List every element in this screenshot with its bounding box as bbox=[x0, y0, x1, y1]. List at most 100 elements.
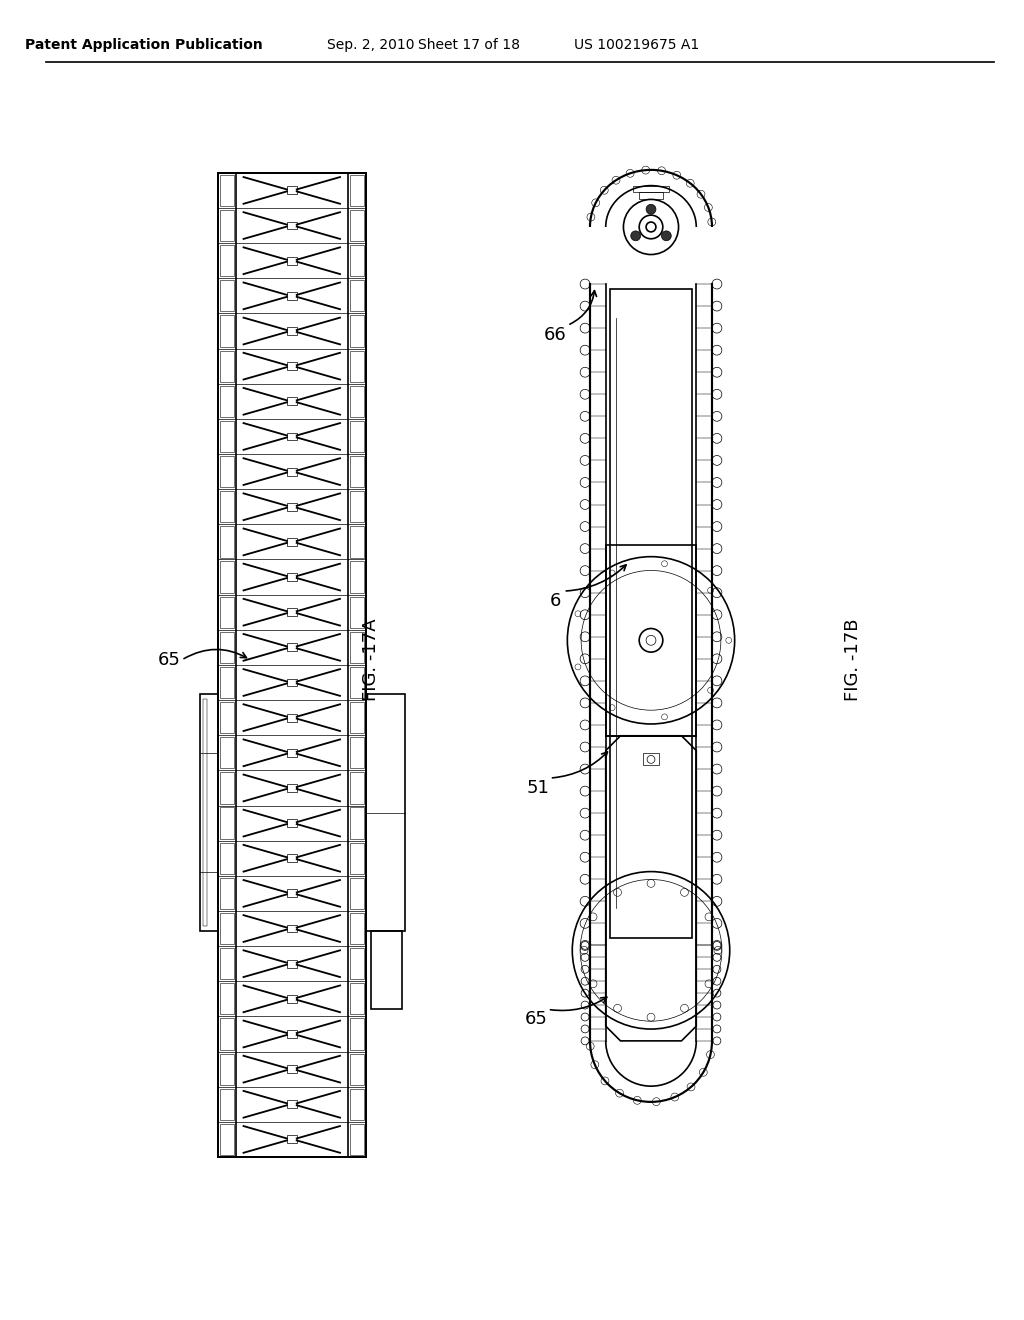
Bar bbox=[366, 694, 404, 931]
Bar bbox=[220, 351, 233, 381]
Bar bbox=[350, 280, 364, 312]
Bar bbox=[350, 667, 364, 698]
Bar bbox=[287, 1030, 297, 1038]
Bar bbox=[220, 597, 233, 628]
Text: FIG. -17A: FIG. -17A bbox=[361, 619, 380, 701]
Text: 6: 6 bbox=[550, 591, 561, 610]
Bar bbox=[220, 1123, 233, 1155]
Circle shape bbox=[646, 205, 656, 214]
Text: 65: 65 bbox=[524, 1010, 547, 1028]
Bar bbox=[350, 1123, 364, 1155]
Bar bbox=[350, 842, 364, 874]
Bar bbox=[371, 931, 402, 1010]
Bar bbox=[203, 700, 207, 925]
Bar bbox=[350, 385, 364, 417]
Bar bbox=[220, 667, 233, 698]
Bar bbox=[287, 609, 297, 616]
Bar bbox=[350, 772, 364, 804]
Bar bbox=[287, 573, 297, 581]
Bar bbox=[350, 737, 364, 768]
Bar bbox=[220, 1053, 233, 1085]
Bar bbox=[350, 702, 364, 733]
Text: US 100219675 A1: US 100219675 A1 bbox=[573, 38, 698, 51]
Bar bbox=[220, 210, 233, 242]
Bar bbox=[220, 491, 233, 523]
Bar bbox=[220, 632, 233, 663]
Circle shape bbox=[662, 231, 672, 240]
Bar bbox=[350, 351, 364, 381]
Bar bbox=[350, 1089, 364, 1119]
Text: Patent Application Publication: Patent Application Publication bbox=[26, 38, 263, 51]
Bar bbox=[287, 433, 297, 441]
Text: Sep. 2, 2010: Sep. 2, 2010 bbox=[327, 38, 415, 51]
Bar bbox=[220, 983, 233, 1015]
Bar bbox=[220, 842, 233, 874]
Bar bbox=[220, 1089, 233, 1119]
Bar bbox=[220, 772, 233, 804]
Bar bbox=[220, 455, 233, 487]
Bar bbox=[287, 714, 297, 722]
Bar bbox=[287, 784, 297, 792]
Bar bbox=[350, 1053, 364, 1085]
Bar bbox=[220, 174, 233, 206]
Bar bbox=[287, 503, 297, 511]
Bar bbox=[287, 890, 297, 898]
Bar bbox=[350, 246, 364, 276]
Bar bbox=[287, 1135, 297, 1143]
Bar bbox=[220, 808, 233, 838]
Bar bbox=[287, 960, 297, 968]
Bar bbox=[609, 289, 692, 937]
Text: 65: 65 bbox=[158, 651, 180, 669]
Bar bbox=[287, 643, 297, 651]
Bar bbox=[220, 1018, 233, 1049]
Bar bbox=[287, 257, 297, 264]
Bar bbox=[350, 948, 364, 979]
Text: 66: 66 bbox=[544, 326, 567, 345]
Bar bbox=[287, 820, 297, 828]
Bar bbox=[350, 878, 364, 909]
Bar bbox=[220, 948, 233, 979]
Bar bbox=[639, 191, 663, 199]
Bar bbox=[350, 983, 364, 1015]
Bar bbox=[220, 913, 233, 944]
Bar bbox=[220, 702, 233, 733]
Bar bbox=[287, 924, 297, 932]
Bar bbox=[287, 539, 297, 546]
Bar bbox=[287, 1101, 297, 1109]
Bar bbox=[350, 561, 364, 593]
Bar bbox=[287, 467, 297, 475]
Bar bbox=[350, 1018, 364, 1049]
Bar bbox=[643, 754, 658, 766]
Bar bbox=[287, 854, 297, 862]
Bar bbox=[287, 995, 297, 1003]
Bar bbox=[287, 748, 297, 756]
Bar bbox=[220, 385, 233, 417]
Bar bbox=[220, 421, 233, 451]
Bar bbox=[287, 186, 297, 194]
Bar bbox=[350, 527, 364, 557]
Bar bbox=[220, 246, 233, 276]
Bar bbox=[287, 1065, 297, 1073]
Bar bbox=[350, 455, 364, 487]
Bar bbox=[287, 327, 297, 335]
Bar bbox=[287, 397, 297, 405]
Bar bbox=[220, 527, 233, 557]
Bar bbox=[606, 545, 696, 735]
Bar bbox=[350, 632, 364, 663]
Bar bbox=[350, 174, 364, 206]
Bar bbox=[287, 292, 297, 300]
Bar bbox=[220, 280, 233, 312]
Text: FIG. -17B: FIG. -17B bbox=[844, 619, 862, 701]
Bar bbox=[350, 808, 364, 838]
Bar bbox=[287, 678, 297, 686]
Bar bbox=[350, 913, 364, 944]
Bar bbox=[218, 173, 366, 1158]
Bar bbox=[350, 421, 364, 451]
Bar bbox=[350, 315, 364, 347]
Bar bbox=[350, 491, 364, 523]
Bar bbox=[220, 315, 233, 347]
Bar bbox=[350, 597, 364, 628]
Bar bbox=[220, 561, 233, 593]
Bar bbox=[350, 210, 364, 242]
Bar bbox=[220, 737, 233, 768]
